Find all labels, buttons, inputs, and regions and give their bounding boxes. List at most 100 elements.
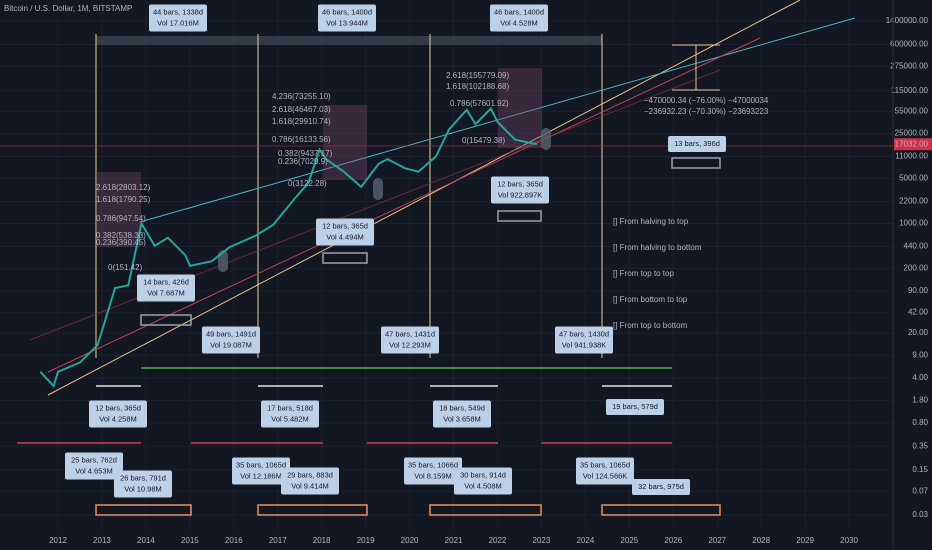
x-tick-label: 2013 — [93, 536, 111, 545]
y-tick-label: 275000.00 — [890, 61, 928, 70]
symbol-title: Bitcoin / U.S. Dollar, 1M, BITSTAMP — [4, 4, 132, 13]
grid — [0, 0, 893, 530]
y-tick-label: 25000.00 — [895, 129, 929, 138]
measure-text: Vol 12.293M — [389, 340, 431, 349]
y-tick-label: 600000.00 — [890, 40, 928, 49]
y-tick-label: 2200.00 — [899, 197, 928, 206]
measure-box: 35 bars, 1066d Vol 8.159M — [404, 457, 462, 485]
x-tick-label: 2025 — [620, 536, 638, 545]
measure-text: 32 bars, 975d — [638, 482, 684, 491]
measure-bg — [137, 274, 195, 302]
measure-bg — [381, 326, 439, 354]
measure-text: 13 bars, 396d — [674, 139, 720, 148]
measure-text: 18 bars, 549d — [439, 403, 485, 412]
measure-bg — [576, 457, 634, 485]
measure-box: 17 bars, 518d Vol 5.482M — [261, 400, 319, 428]
y-tick-label: 0.07 — [912, 486, 928, 495]
measure-text: Vol 3.658M — [443, 414, 481, 423]
measure-text: 35 bars, 1065d — [236, 460, 286, 469]
y-tick-label: 0.35 — [912, 441, 928, 450]
measure-box: 46 bars, 1400d Vol 4.528M — [490, 4, 548, 32]
fib-zone — [96, 172, 141, 247]
measure-bg — [491, 176, 549, 204]
measure-text: Vol 8.159M — [414, 471, 452, 480]
measure-bg — [318, 4, 376, 32]
measure-text: Vol 12.186M — [240, 471, 282, 480]
measure-bg — [668, 136, 726, 152]
measure-bg — [149, 4, 207, 32]
measure-text: Vol 5.482M — [271, 414, 309, 423]
measure-box: 47 bars, 1430d Vol 941.938K — [555, 326, 613, 354]
x-tick-label: 2019 — [357, 536, 375, 545]
fib-label: 0(3122.28) — [288, 179, 327, 188]
x-tick-label: 2016 — [225, 536, 243, 545]
measure-bg — [114, 470, 172, 498]
current-price-tag — [894, 138, 932, 151]
measure-text: 25 bars, 762d — [71, 455, 117, 464]
measure-text: Vol 4.528M — [500, 18, 538, 27]
measure-text: Vol 922.897K — [498, 190, 543, 199]
measure-box: 12 bars, 365d Vol 4.494M — [316, 218, 374, 246]
measure-text: Vol 941.938K — [562, 340, 607, 349]
measure-box: 26 bars, 791d Vol 10.98M — [114, 470, 172, 498]
measure-text: Vol 124.566K — [583, 471, 628, 480]
measure-text: 14 bars, 426d — [143, 277, 189, 286]
measure-text: Vol 4.494M — [326, 232, 364, 241]
measure-text: Vol 13.944M — [326, 18, 368, 27]
measure-text: 35 bars, 1065d — [580, 460, 630, 469]
measure-box: 12 bars, 365d Vol 922.897K — [491, 176, 549, 204]
x-tick-label: 2023 — [533, 536, 551, 545]
measure-text: 12 bars, 365d — [497, 179, 543, 188]
measure-bg — [555, 326, 613, 354]
y-tick-label: 55000.00 — [895, 107, 929, 116]
measure-box: 46 bars, 1400d Vol 13.944M — [318, 4, 376, 32]
measure-text: 46 bars, 1400d — [494, 7, 544, 16]
measure-bg — [490, 4, 548, 32]
measure-bg — [316, 218, 374, 246]
arrows — [17, 157, 721, 516]
x-tick-label: 2020 — [401, 536, 419, 545]
y-tick-label: 42.00 — [908, 307, 929, 316]
fib-label: 0.786(947.54) — [96, 214, 146, 223]
y-tick-label: 0.80 — [912, 418, 928, 427]
measure-bg — [404, 457, 462, 485]
measure-text: Vol 17.016M — [157, 18, 199, 27]
fib-label: 2.618(2803.12) — [96, 183, 151, 192]
x-tick-label: 2029 — [796, 536, 814, 545]
y-tick-label: 20.00 — [908, 328, 929, 337]
measure-box: 12 bars, 365d Vol 4.258M — [89, 400, 147, 428]
drawings: Bitcoin / U.S. Dollar, 1M, BITSTAMP — [0, 0, 893, 516]
legend-item: [] From bottom to top — [613, 295, 688, 304]
y-tick-label: 5000.00 — [899, 174, 928, 183]
measure-box: 35 bars, 1065d Vol 124.566K — [576, 457, 634, 485]
measure-box: 32 bars, 975d — [632, 479, 690, 495]
y-tick-label: 1.80 — [912, 395, 928, 404]
measure-bg — [261, 400, 319, 428]
measure-text: 19 bars, 579d — [612, 402, 658, 411]
measure-box: 47 bars, 1431d Vol 12.293M — [381, 326, 439, 354]
measure-bg — [454, 467, 512, 495]
x-tick-label: 2017 — [269, 536, 287, 545]
measure-text: 47 bars, 1430d — [559, 329, 609, 338]
measure-box: 25 bars, 762d Vol 4.653M — [65, 452, 123, 480]
legend-item: [] From top to top — [613, 269, 674, 278]
measure-text: Vol 7.687M — [147, 288, 185, 297]
fib-label: 0.786(57601.92) — [450, 99, 509, 108]
y-tick-label: 0.03 — [912, 510, 928, 519]
x-tick-label: 2018 — [313, 536, 331, 545]
fib-label: 0.236(7029.9) — [278, 157, 328, 166]
fib-label: 2.618(46467.03) — [272, 105, 331, 114]
range-note: −470000.34 (−76.00%) −47000034 — [644, 96, 769, 105]
y-tick-label: 200.00 — [904, 264, 929, 273]
x-tick-label: 2026 — [664, 536, 682, 545]
fib-label: 4.236(73255.10) — [272, 92, 331, 101]
measure-text: 44 bars, 1338d — [153, 7, 203, 16]
fib-label: 0.236(390.45) — [96, 238, 146, 247]
fib-label: 0.786(16133.56) — [272, 135, 331, 144]
measure-text: 17 bars, 518d — [267, 403, 313, 412]
fib-label: 0(15479.38) — [462, 136, 505, 145]
fib-label: 1.618(102188.68) — [446, 82, 510, 91]
measure-box: 49 bars, 1491d Vol 19.087M — [202, 326, 260, 354]
current-price-label: 17032.00 — [895, 139, 929, 148]
